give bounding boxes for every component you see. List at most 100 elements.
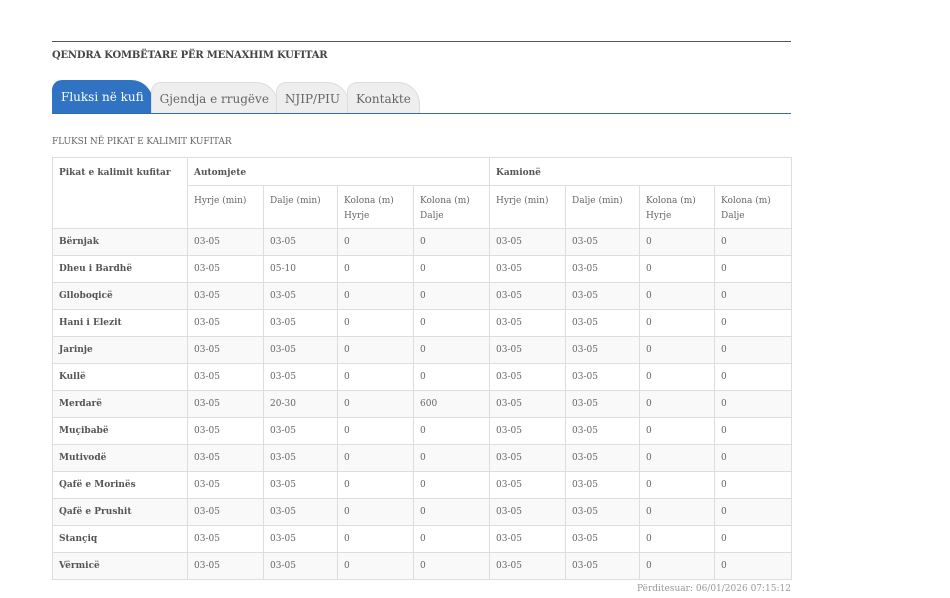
header-subcol: Hyrje (min) — [187, 185, 264, 229]
table-row: Jarinje 03-05 03-05 0 0 03-05 03-05 0 0 — [52, 336, 793, 364]
table-cell: 0 — [639, 336, 716, 364]
table-cell: 0 — [714, 552, 793, 580]
table-cell: 03-05 — [187, 444, 264, 472]
table-row: Bërnjak 03-05 03-05 0 0 03-05 03-05 0 0 — [52, 228, 793, 256]
table-cell: 03-05 — [489, 444, 567, 472]
table-cell: 0 — [412, 363, 491, 391]
table-cell: 03-05 — [565, 336, 641, 364]
header-subcol: Hyrje (min) — [489, 185, 567, 229]
table-cell: 0 — [412, 282, 491, 310]
table-cell: 03-05 — [489, 336, 567, 364]
table-cell: 0 — [337, 525, 414, 553]
last-updated: Përditesuar: 06/01/2026 07:15:12 — [637, 584, 791, 594]
table-cell: 03-05 — [187, 552, 264, 580]
table-cell: 0 — [639, 309, 716, 337]
table-cell: 03-05 — [489, 255, 567, 283]
table-row: Qafë e Morinës 03-05 03-05 0 0 03-05 03-05 0 0 — [52, 471, 793, 499]
table-cell: 03-05 — [489, 228, 567, 256]
table-cell: 0 — [714, 336, 793, 364]
table-cell: 03-05 — [187, 525, 264, 553]
table-cell: 03-05 — [187, 255, 264, 283]
table-row: Mutivodë 03-05 03-05 0 0 03-05 03-05 0 0 — [52, 444, 793, 472]
table-cell: 0 — [714, 417, 793, 445]
table-cell: 03-05 — [263, 471, 338, 499]
crossing-point-name: Mutivodë — [52, 444, 188, 472]
table-cell: 0 — [337, 363, 414, 391]
tab-njip[interactable]: NJIP/PIU — [275, 82, 350, 113]
table-cell: 0 — [714, 282, 793, 310]
table-cell: 0 — [337, 444, 414, 472]
table-row: Qafë e Prushit 03-05 03-05 0 0 03-05 03-05 0 0 — [52, 498, 793, 526]
table-cell: 03-05 — [489, 390, 567, 418]
table-cell: 03-05 — [263, 417, 338, 445]
table-cell: 0 — [639, 255, 716, 283]
tab-bar: Fluksi në kufi Gjendja e rrugëve NJIP/PI… — [52, 80, 791, 114]
table-cell: 0 — [639, 417, 716, 445]
header-subcol: Kolona (m) Dalje — [714, 185, 793, 229]
header-crossing-point: Pikat e kalimit kufitar — [52, 157, 188, 229]
table-cell: 0 — [714, 363, 793, 391]
table-row: Glloboqicë 03-05 03-05 0 0 03-05 03-05 0 0 — [52, 282, 793, 310]
table-cell: 03-05 — [565, 309, 641, 337]
table-cell: 0 — [337, 552, 414, 580]
table-cell: 0 — [337, 417, 414, 445]
table-cell: 03-05 — [565, 390, 641, 418]
table-cell: 0 — [337, 309, 414, 337]
crossing-point-name: Jarinje — [52, 336, 188, 364]
table-cell: 03-05 — [489, 309, 567, 337]
table-cell: 0 — [714, 228, 793, 256]
table-cell: 03-05 — [187, 498, 264, 526]
table-cell: 03-05 — [263, 444, 338, 472]
table-cell: 03-05 — [187, 471, 264, 499]
table-cell: 0 — [714, 471, 793, 499]
crossing-point-name: Qafë e Morinës — [52, 471, 188, 499]
header-subcol: Dalje (min) — [263, 185, 338, 229]
border-flux-table: Pikat e kalimit kufitar Automjete Kamion… — [52, 157, 793, 580]
table-cell: 03-05 — [489, 282, 567, 310]
table-cell: 0 — [337, 336, 414, 364]
crossing-point-name: Dheu i Bardhë — [52, 255, 188, 283]
tab-kontakte[interactable]: Kontakte — [347, 82, 420, 113]
table-cell: 0 — [714, 498, 793, 526]
header-subcol: Dalje (min) — [565, 185, 641, 229]
table-cell: 0 — [639, 444, 716, 472]
tab-fluksi[interactable]: Fluksi në kufi — [52, 80, 153, 113]
crossing-point-name: Vërmicë — [52, 552, 188, 580]
table-row: Muçibabë 03-05 03-05 0 0 03-05 03-05 0 0 — [52, 417, 793, 445]
crossing-point-name: Stançiq — [52, 525, 188, 553]
table-cell: 03-05 — [263, 525, 338, 553]
table-row: Kullë 03-05 03-05 0 0 03-05 03-05 0 0 — [52, 363, 793, 391]
table-cell: 03-05 — [489, 417, 567, 445]
table-row: Merdarë 03-05 20-30 0 600 03-05 03-05 0 0 — [52, 390, 793, 418]
table-cell: 0 — [639, 228, 716, 256]
table-cell: 0 — [639, 525, 716, 553]
tab-gjendja[interactable]: Gjendja e rrugëve — [150, 82, 278, 113]
table-cell: 03-05 — [489, 498, 567, 526]
table-cell: 03-05 — [263, 552, 338, 580]
table-cell: 0 — [639, 471, 716, 499]
table-cell: 600 — [412, 390, 491, 418]
table-cell: 0 — [412, 471, 491, 499]
table-cell: 03-05 — [263, 498, 338, 526]
table-cell: 0 — [412, 336, 491, 364]
table-row: Vërmicë 03-05 03-05 0 0 03-05 03-05 0 0 — [52, 552, 793, 580]
table-cell: 03-05 — [187, 282, 264, 310]
crossing-point-name: Hani i Elezit — [52, 309, 188, 337]
table-cell: 0 — [412, 552, 491, 580]
table-cell: 03-05 — [565, 417, 641, 445]
table-cell: 03-05 — [489, 471, 567, 499]
table-cell: 03-05 — [565, 525, 641, 553]
crossing-point-name: Merdarë — [52, 390, 188, 418]
section-title: FLUKSI NË PIKAT E KALIMIT KUFITAR — [52, 137, 232, 147]
table-cell: 03-05 — [263, 282, 338, 310]
table-cell: 0 — [412, 444, 491, 472]
table-cell: 0 — [714, 390, 793, 418]
table-cell: 03-05 — [187, 390, 264, 418]
table-cell: 03-05 — [565, 444, 641, 472]
table-cell: 03-05 — [565, 228, 641, 256]
crossing-point-name: Kullë — [52, 363, 188, 391]
table-row: Stançiq 03-05 03-05 0 0 03-05 03-05 0 0 — [52, 525, 793, 553]
table-cell: 03-05 — [489, 363, 567, 391]
table-cell: 03-05 — [565, 552, 641, 580]
org-title: QENDRA KOMBËTARE PËR MENAXHIM KUFITAR — [52, 50, 328, 61]
